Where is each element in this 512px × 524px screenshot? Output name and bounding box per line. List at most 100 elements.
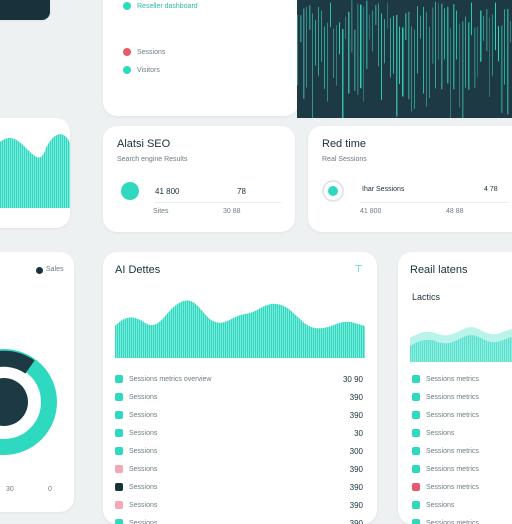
legend-dot-visitors [123, 66, 131, 74]
decorative-bar [357, 4, 359, 95]
decorative-bar [303, 9, 305, 99]
realtime-card-subtitle: Real Sessions [322, 156, 367, 163]
decorative-bar [441, 4, 443, 90]
list-item-label: Sessions [129, 520, 157, 524]
decorative-bar [372, 11, 373, 52]
reail-list-item[interactable]: Sessions metrics [412, 406, 512, 424]
check-icon [123, 2, 131, 10]
list-item-label: Sessions [129, 466, 157, 473]
ai-list: Sessions metrics overview 30 90 Sessions 39… [115, 370, 363, 520]
decorative-bar [342, 29, 344, 118]
seo-foot-a: Sites [153, 208, 169, 215]
decorative-bar [444, 8, 445, 59]
header-text: Reseller dashboard [137, 3, 198, 10]
area-chart-card-left [0, 118, 70, 228]
reail-list-item[interactable]: Sessions [412, 424, 512, 442]
ai-list-item[interactable]: Sessions 30 [115, 424, 363, 442]
list-item-value: 390 [350, 501, 363, 510]
list-item-label: Sessions metrics [426, 448, 479, 455]
decorative-bar [435, 2, 436, 89]
ai-list-item[interactable]: Sessions 390 [115, 460, 363, 478]
realtime-value-c: 4 78 [484, 186, 498, 193]
decorative-bar [447, 7, 449, 84]
list-item-value: 390 [350, 483, 363, 492]
decorative-bar [423, 7, 424, 94]
list-item-value: 300 [350, 447, 363, 456]
reail-list-item[interactable]: Sessions metrics [412, 460, 512, 478]
decorative-bar [378, 3, 379, 66]
reail-list-item[interactable]: Sessions metrics [412, 370, 512, 388]
list-item-label: Sessions metrics [426, 394, 479, 401]
decorative-bar [366, 1, 368, 69]
list-item-label: Sessions [129, 430, 157, 437]
decorative-bar [339, 22, 340, 54]
list-item-marker-icon [115, 501, 123, 509]
reail-list-item[interactable]: Sessions metrics [412, 442, 512, 460]
donut-card: Sales 30 0 [0, 252, 74, 512]
list-item-value: 390 [350, 411, 363, 420]
seo-value-a: 41 800 [155, 187, 179, 196]
decorative-bar [405, 13, 407, 40]
list-item-label: Sessions [426, 430, 454, 437]
ai-list-item[interactable]: Sessions metrics overview 30 90 [115, 370, 363, 388]
list-item-marker-icon [115, 519, 123, 524]
decorative-bar [396, 15, 398, 117]
realtime-card-title: Red time [322, 138, 366, 150]
decorative-bar [393, 16, 394, 74]
list-item-label: Sessions metrics overview [129, 376, 211, 383]
donut-footer-b: 0 [48, 486, 52, 493]
list-item-value: 390 [350, 465, 363, 474]
decorative-bar [306, 7, 307, 87]
list-item-label: Sessions [129, 448, 157, 455]
list-item-marker-icon [115, 393, 123, 401]
decorative-bar [318, 7, 319, 76]
decorative-bar [381, 14, 382, 100]
reail-list-item[interactable]: Sessions metrics [412, 388, 512, 406]
realtime-divider [360, 202, 508, 203]
decorative-bar [426, 12, 427, 107]
decorative-bar [438, 3, 439, 59]
decorative-bar [363, 7, 364, 102]
list-item-marker-icon [115, 447, 123, 455]
decorative-bar [324, 27, 325, 89]
bar-chart-dark [297, 0, 512, 118]
decorative-bar [480, 11, 482, 62]
ai-card-menu-icon[interactable]: ⊤ [354, 264, 363, 275]
reail-list-item[interactable]: Sessions metrics [412, 514, 512, 524]
reail-list-item[interactable]: Sessions metrics [412, 478, 512, 496]
list-item-value: 30 [354, 429, 363, 438]
realtime-label: Ihar Sessions [362, 186, 404, 193]
decorative-bar [336, 25, 337, 86]
list-item-marker-icon [115, 429, 123, 437]
donut-chart [0, 312, 74, 492]
decorative-bar [321, 11, 322, 63]
list-item-label: Sessions [129, 394, 157, 401]
decorative-bar [495, 3, 496, 50]
decorative-bar [330, 3, 331, 27]
reail-card-title: Reail latens [410, 264, 467, 276]
decorative-bar [399, 27, 400, 84]
decorative-bar [504, 9, 505, 84]
decorative-bar [477, 27, 478, 78]
reail-list-item[interactable]: Sessions [412, 496, 512, 514]
seo-value-b: 78 [237, 187, 246, 196]
ai-list-item[interactable]: Sessions 300 [115, 442, 363, 460]
list-item-marker-icon [412, 375, 420, 383]
list-item-marker-icon [412, 465, 420, 473]
decorative-bar [333, 29, 334, 78]
list-item-label: Sessions metrics [426, 484, 479, 491]
decorative-bar [411, 26, 412, 111]
reail-list: Sessions metrics Sessions metrics Sessions… [412, 370, 512, 520]
seo-icon [121, 182, 139, 200]
decorative-bar [429, 27, 430, 98]
decorative-bar [501, 25, 503, 113]
area-chart-left [0, 118, 70, 228]
seo-card: Alatsi SEO Search engine Results 41 800 … [103, 126, 295, 232]
list-item-value: 30 90 [343, 375, 363, 384]
